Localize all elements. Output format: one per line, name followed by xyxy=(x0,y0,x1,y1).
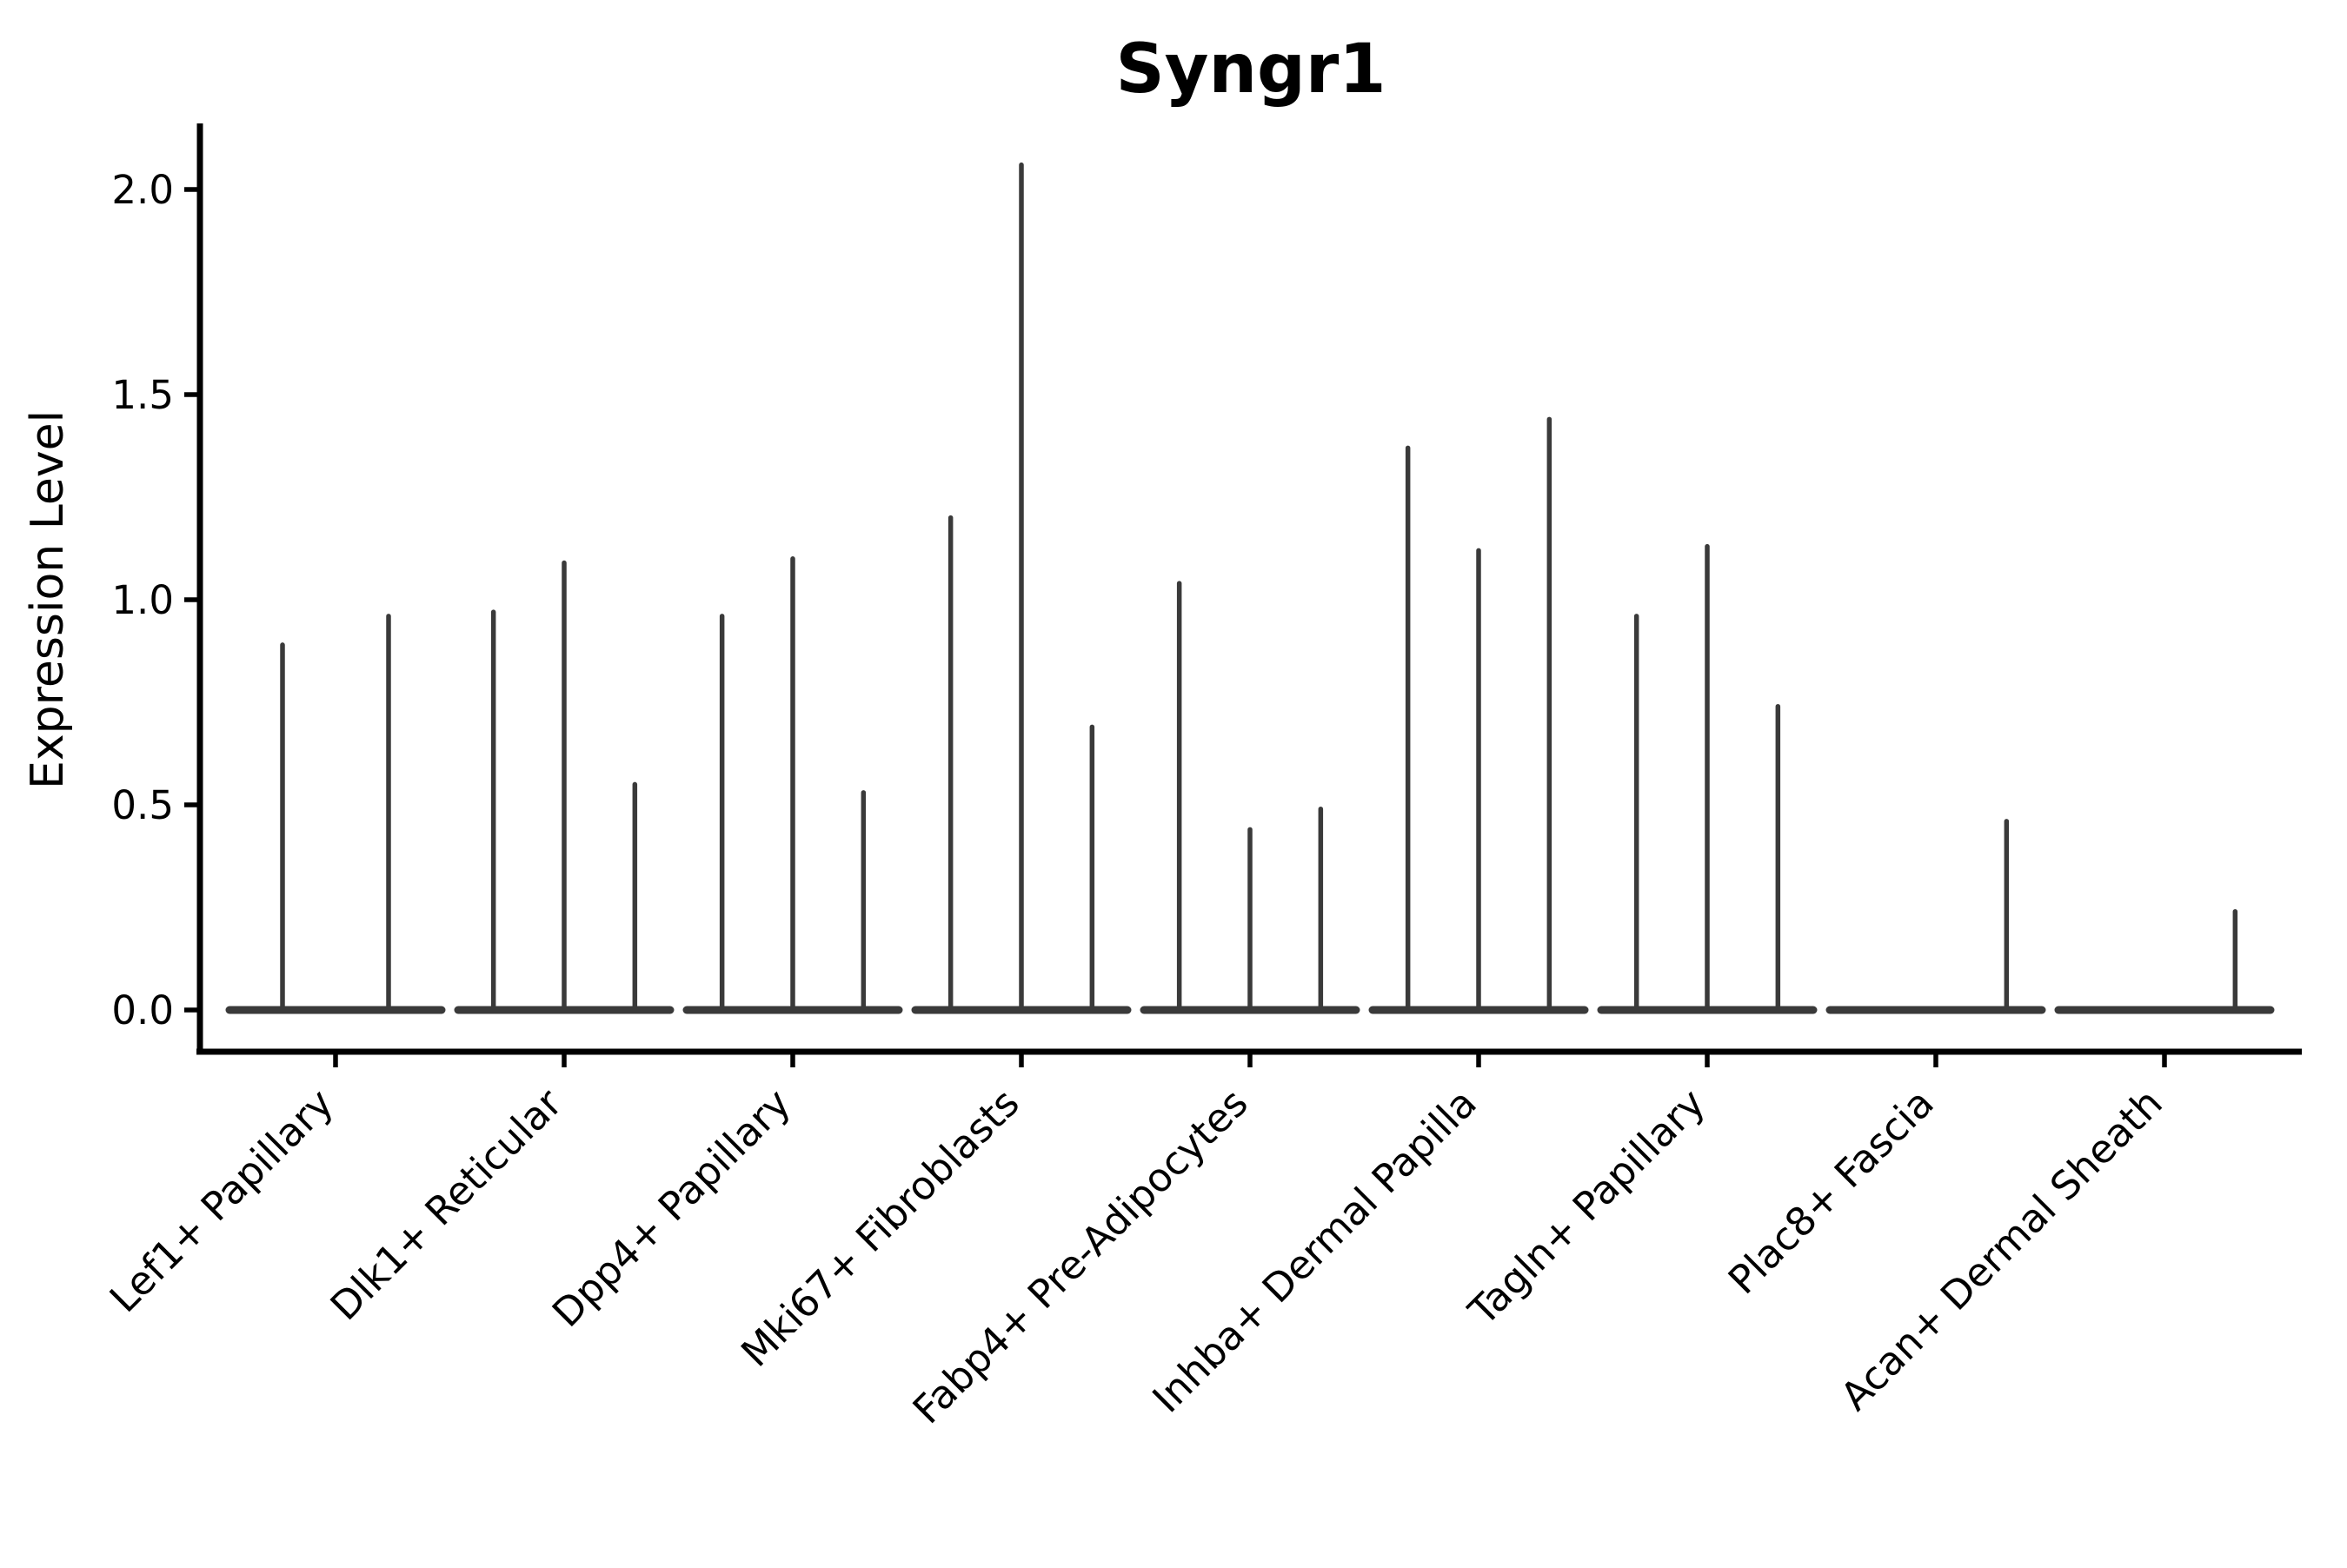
violin-group xyxy=(1368,416,1589,1014)
violin-group xyxy=(1597,543,1818,1014)
violin-group xyxy=(454,560,675,1014)
y-tick-label: 1.0 xyxy=(111,577,174,623)
x-tick-label: Lef1+ Papillary xyxy=(101,1080,342,1321)
chart-title: Syngr1 xyxy=(1115,30,1386,109)
violins xyxy=(225,162,2275,1014)
y-tick-label: 0.5 xyxy=(111,782,174,828)
violin-group xyxy=(682,556,903,1014)
y-tick-label: 2.0 xyxy=(111,167,174,213)
y-axis-label: Expression Level xyxy=(22,410,74,789)
violin-group xyxy=(225,614,446,1014)
x-tick-label: Plac8+ Fascia xyxy=(1719,1080,1943,1303)
violin-group xyxy=(911,162,1132,1014)
y-tick-label: 1.5 xyxy=(111,372,174,418)
x-tick-label: Dpp4+ Papillary xyxy=(543,1080,800,1336)
y-ticks: 0.0 0.5 1.0 1.5 2.0 xyxy=(111,167,199,1033)
violin-group xyxy=(1825,819,2046,1014)
violin-group xyxy=(2054,908,2275,1014)
x-tick-label: Dlk1+ Reticular xyxy=(322,1080,571,1329)
x-tick-label: Tagln+ Papillary xyxy=(1459,1080,1714,1334)
violin-group xyxy=(1140,581,1360,1014)
y-tick-label: 0.0 xyxy=(111,987,174,1033)
